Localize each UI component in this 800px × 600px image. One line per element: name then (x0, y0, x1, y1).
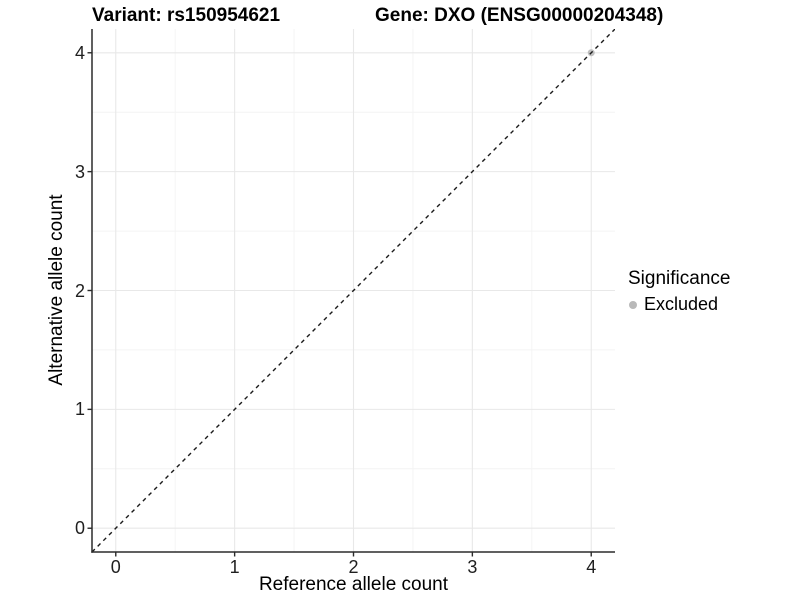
x-tick-label: 2 (348, 557, 359, 577)
legend-item-label: Excluded (644, 294, 719, 314)
y-tick-label: 2 (74, 280, 85, 301)
plot-title-gene: Gene: DXO (ENSG00000204348) (375, 5, 664, 26)
x-tick-label: 0 (110, 557, 121, 577)
x-axis-title: Reference allele count (258, 574, 449, 595)
x-tick-label: 1 (229, 557, 240, 577)
identity-reference-line (92, 29, 615, 552)
x-tick-label: 3 (467, 557, 478, 577)
y-tick-label: 1 (74, 399, 85, 420)
legend-items: Excluded (628, 294, 730, 315)
legend: Significance Excluded (628, 268, 730, 315)
y-tick-label: 3 (74, 161, 85, 182)
plot-title-variant: Variant: rs150954621 (92, 5, 281, 26)
x-tick-label: 4 (586, 557, 597, 577)
y-tick-label: 4 (74, 42, 85, 63)
legend-key-dot-icon (629, 300, 637, 309)
y-tick-label: 0 (74, 518, 85, 539)
legend-item: Excluded (628, 294, 730, 315)
legend-title: Significance (628, 268, 731, 289)
